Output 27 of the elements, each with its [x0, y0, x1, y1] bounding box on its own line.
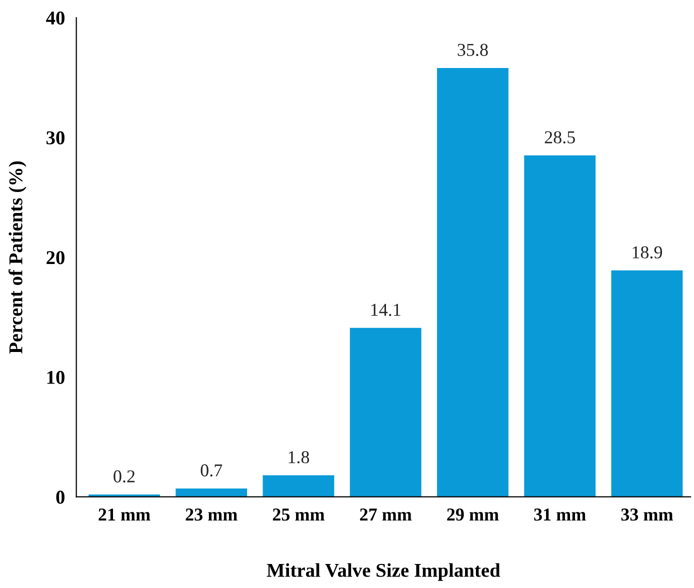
data-label: 14.1	[371, 304, 400, 316]
x-tick-label: 25 mm	[272, 508, 325, 521]
bar	[524, 155, 596, 497]
y-tick-label: 40	[46, 11, 64, 25]
bar	[611, 270, 683, 497]
bar	[350, 328, 422, 497]
data-label: 1.8	[288, 451, 310, 464]
data-label: 0.7	[200, 464, 222, 477]
data-label: 35.8	[458, 44, 488, 56]
x-tick-label: 21 mm	[98, 508, 150, 520]
bar	[176, 488, 248, 497]
x-axis-title: Mitral Valve Size Implanted	[266, 563, 500, 581]
y-tick-label: 20	[46, 251, 64, 264]
data-label: 18.9	[632, 246, 662, 259]
x-tick-label: 33 mm	[621, 508, 673, 521]
data-label: 28.5	[544, 131, 575, 144]
data-label: 0.2	[114, 470, 135, 483]
bar	[262, 475, 334, 497]
x-tick-label: 27 mm	[360, 508, 412, 520]
y-tick-label: 10	[47, 370, 64, 384]
x-tick-label: 31 mm	[534, 508, 586, 521]
y-tick-label: 0	[56, 490, 64, 504]
bar	[437, 68, 508, 497]
y-axis-title: Percent of Patients (%)	[8, 161, 26, 354]
x-tick-label: 29 mm	[447, 508, 499, 521]
x-tick-label: 23 mm	[186, 508, 238, 521]
y-tick-label: 30	[46, 131, 64, 144]
